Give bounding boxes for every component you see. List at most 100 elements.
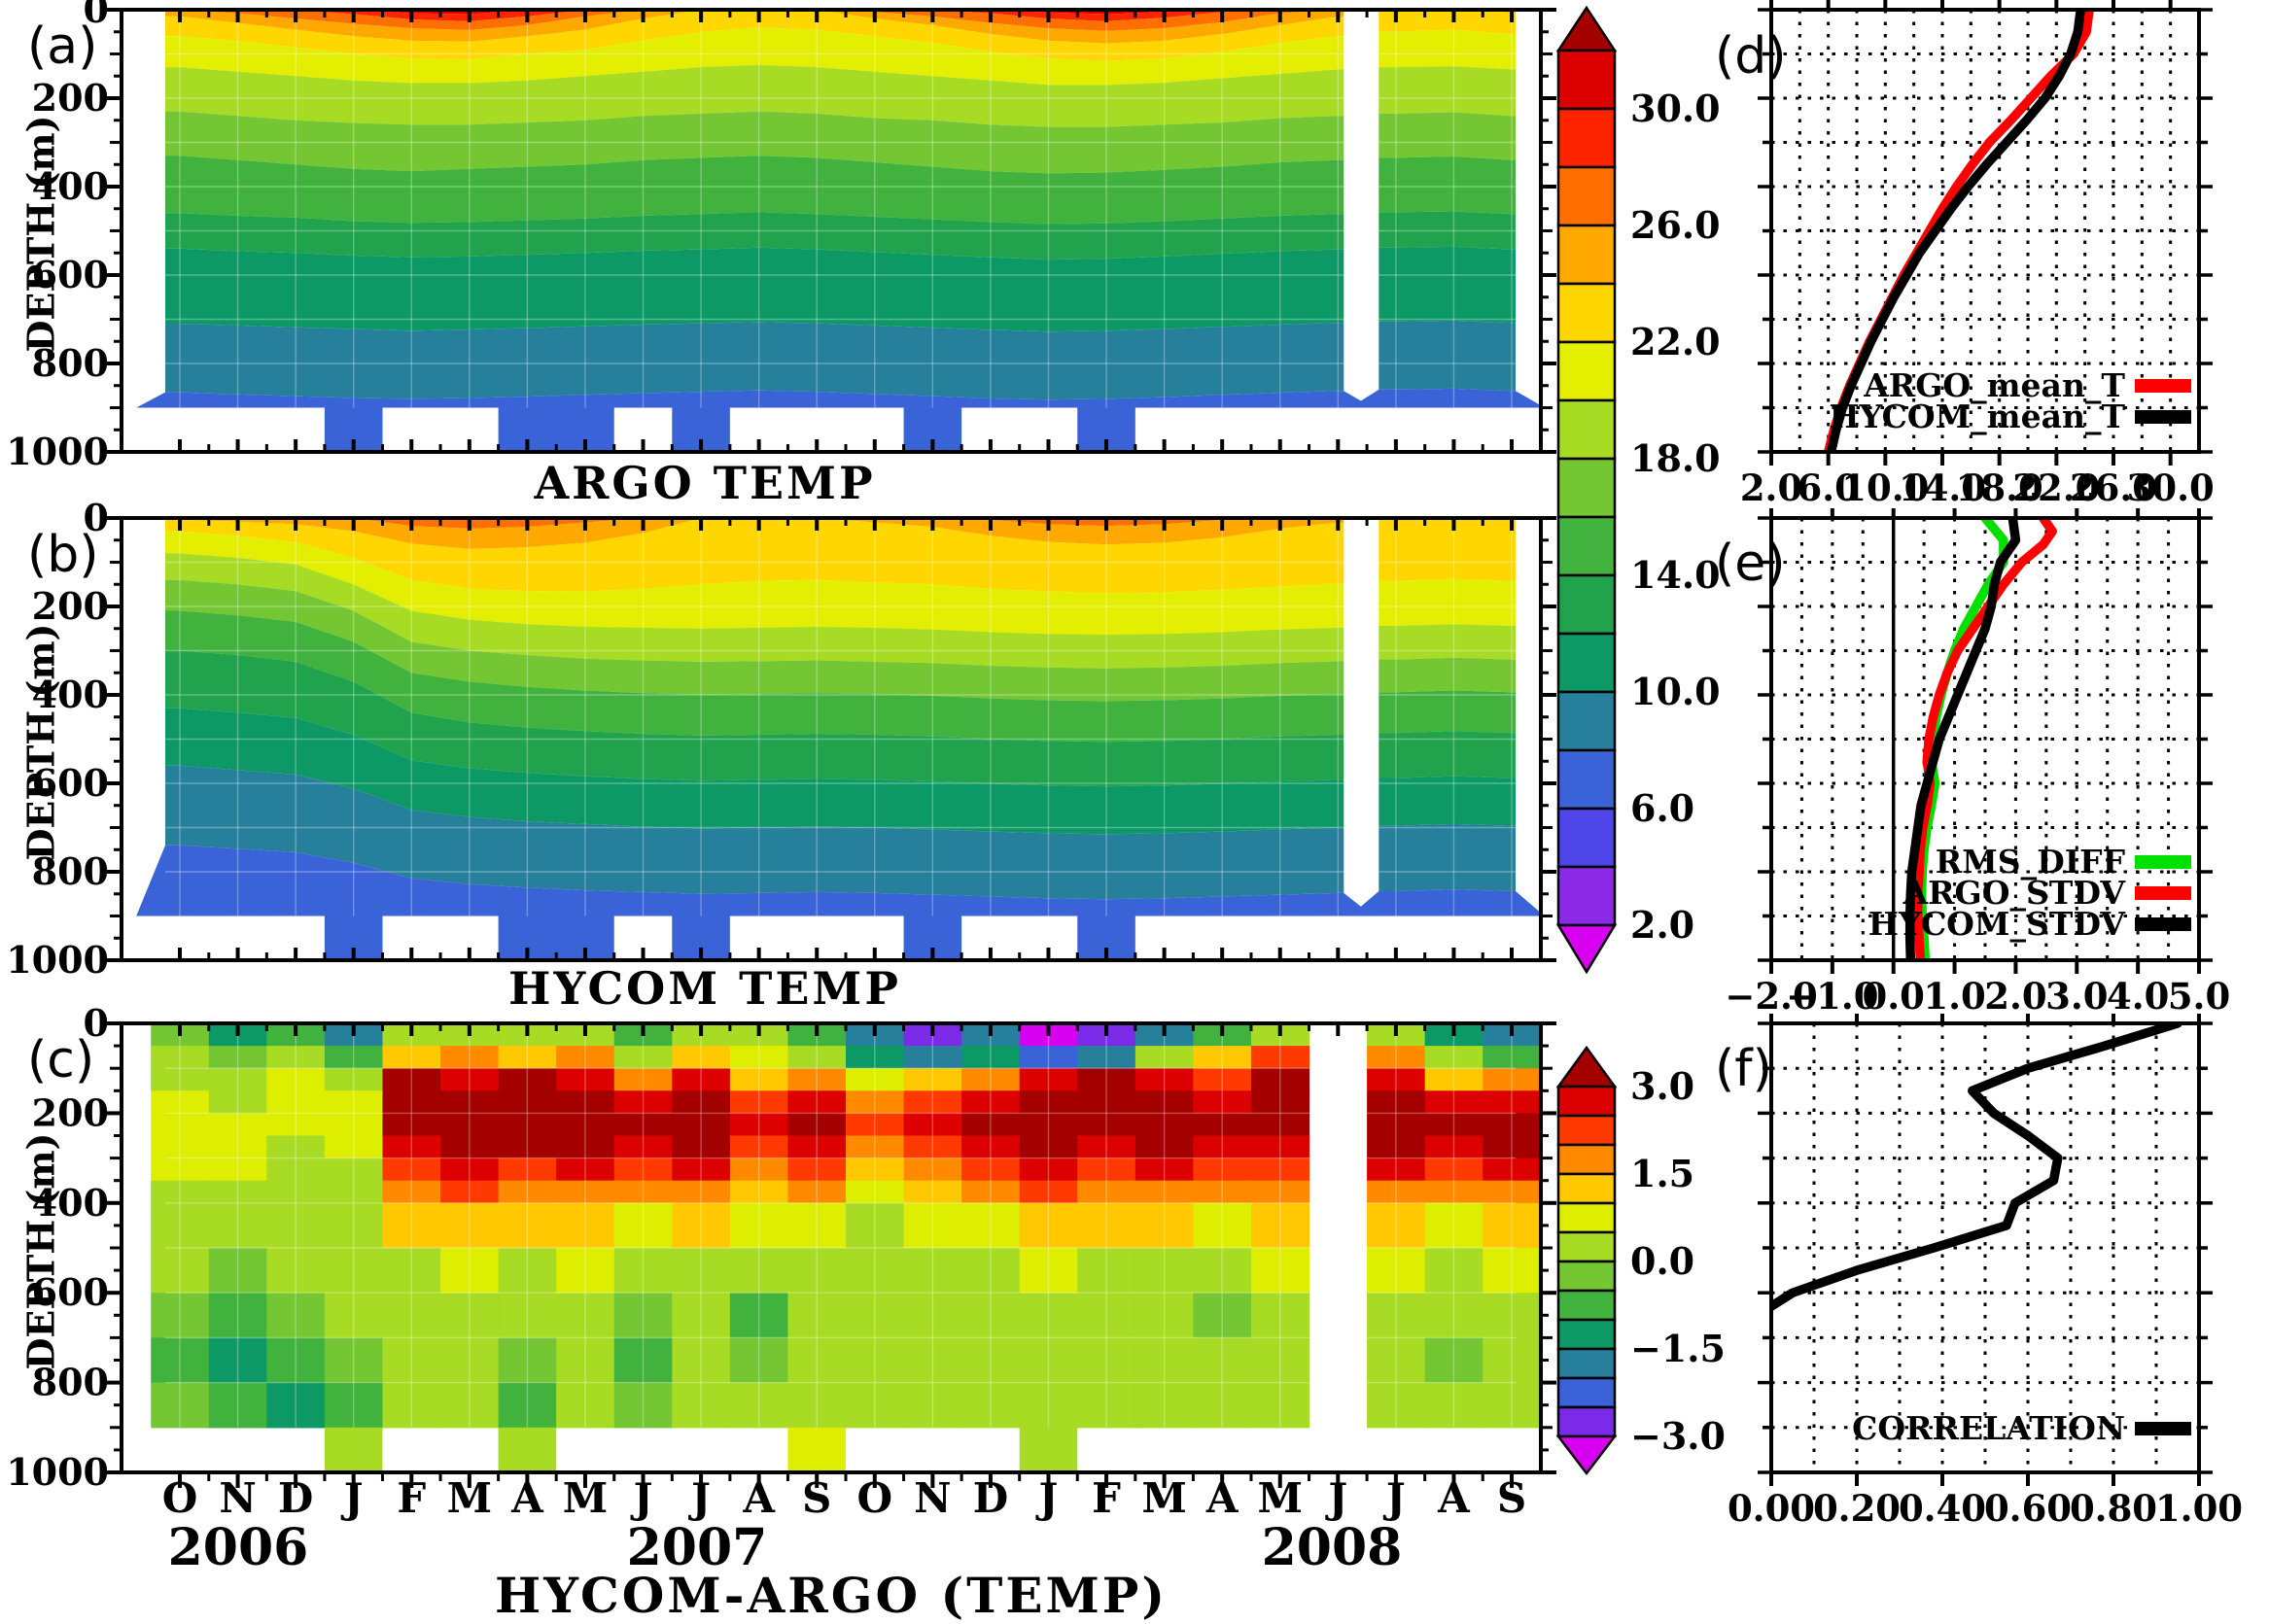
month-tick-label: M (1257, 1474, 1303, 1522)
depth-tick-label: 1000 (6, 938, 109, 982)
difference-colorbar: 3.0 1.5 0.0 −1.5 −3.0 (1555, 1045, 1726, 1476)
month-tick-label: A (510, 1474, 544, 1522)
depth-tick-label: 800 (32, 1361, 109, 1404)
month-tick-label: A (1205, 1474, 1239, 1522)
legend-label: RMS_DIFF (1936, 843, 2125, 881)
month-tick-label: F (1092, 1474, 1121, 1522)
colorbar-label: 2.0 (1630, 903, 1694, 947)
x-tick-label: 4.0 (2107, 975, 2169, 1018)
month-tick-label: S (1497, 1474, 1526, 1522)
x-tick-label: −2.0 (1725, 975, 1817, 1018)
figure-bottom-title: HYCOM-ARGO (TEMP) (494, 1567, 1169, 1624)
panel-b-axes: 0 200 400 600 800 1000 (6, 496, 1556, 982)
x-tick-label: 3.0 (2045, 975, 2108, 1018)
x-tick-label: 10.0 (1841, 466, 1929, 509)
series-HYCOM_mean_T (1826, 10, 2086, 452)
x-tick-label: 5.0 (2168, 975, 2230, 1018)
x-tick-label: 30.0 (2127, 466, 2215, 509)
panel-label-e: (e) (1715, 535, 1786, 593)
depth-tick-label: 400 (32, 673, 109, 716)
colorbar-label: 0.0 (1630, 1239, 1694, 1283)
panel-d-plot: 2.06.010.014.018.022.026.030.0 ARGO_mean_… (1740, 0, 2215, 509)
x-tick-label: 18.0 (1956, 466, 2043, 509)
depth-tick-label: 800 (32, 849, 109, 893)
panel-c-axes: 0 200 400 600 800 1000 (6, 1001, 1556, 1494)
colorbar-label: 14.0 (1630, 553, 1721, 597)
x-tick-label: 26.0 (2070, 466, 2157, 509)
month-tick-label: N (219, 1474, 256, 1522)
month-tick-label: M (1141, 1474, 1187, 1522)
legend-label: ARGO_mean_T (1863, 366, 2125, 404)
month-tick-label: J (1035, 1474, 1059, 1522)
colorbar-label: −3.0 (1630, 1414, 1726, 1458)
y-axis-title-b: DEPTH (m) (18, 623, 63, 861)
x-tick-label: 2.0 (1740, 466, 1802, 509)
year-label-2007: 2007 (626, 1518, 768, 1577)
colorbar-label: 30.0 (1630, 86, 1721, 130)
month-tick-label: J (340, 1474, 364, 1522)
depth-tick-label: 0 (84, 496, 109, 539)
x-tick-label: −1.0 (1786, 975, 1878, 1018)
colorbar-label: 10.0 (1630, 670, 1721, 713)
series-ARGO_STDV (1913, 518, 2057, 960)
month-tick-label: J (630, 1474, 653, 1522)
legend-label: CORRELATION (1852, 1409, 2125, 1447)
x-tick-label: 0.60 (1984, 1487, 2072, 1530)
x-tick-label: 0.40 (1899, 1487, 1986, 1530)
x-tick-label: 1.00 (2155, 1487, 2243, 1530)
x-tick-label: 14.0 (1899, 466, 1986, 509)
panel-label-b: (b) (27, 526, 99, 584)
y-axis-title-c: DEPTH (m) (18, 1132, 63, 1370)
panel-a-contour-plot (136, 10, 1541, 452)
depth-tick-label: 1000 (6, 1450, 109, 1494)
colorbar-label: 22.0 (1630, 320, 1721, 363)
depth-tick-label: 200 (32, 584, 109, 628)
panel-a-title: ARGO TEMP (534, 457, 876, 509)
depth-tick-label: 0 (84, 1001, 109, 1045)
month-tick-label: A (742, 1474, 776, 1522)
panel-a-axes: 0 200 400 600 800 1000 (6, 0, 1556, 473)
colorbar-label: −1.5 (1630, 1327, 1726, 1370)
depth-tick-label: 1000 (6, 430, 109, 473)
month-tick-label: S (802, 1474, 831, 1522)
month-tick-label: J (1324, 1474, 1347, 1522)
month-tick-label: O (162, 1474, 198, 1522)
series-CORRELATION (1771, 1023, 2182, 1311)
depth-tick-label: 600 (32, 761, 109, 805)
series-HYCOM_STDV (1904, 518, 2021, 960)
year-label-2006: 2006 (167, 1518, 309, 1577)
month-tick-label: A (1437, 1474, 1471, 1522)
panel-e-plot: −2.0−1.00.01.02.03.04.05.0 RMS_DIFFARGO_S… (1725, 508, 2230, 1018)
month-tick-label: J (1382, 1474, 1406, 1522)
y-axis-title-a: DEPTH (m) (18, 115, 63, 353)
month-tick-label: M (447, 1474, 493, 1522)
colorbar-label: 3.0 (1630, 1064, 1694, 1108)
x-tick-label: 0.20 (1813, 1487, 1901, 1530)
depth-tick-label: 800 (32, 341, 109, 385)
month-tick-label: O (856, 1474, 892, 1522)
depth-tick-label: 600 (32, 253, 109, 296)
temperature-colorbar: 30.0 26.0 22.0 18.0 14.0 10.0 6.0 2.0 (1555, 5, 1721, 975)
legend-label: ARGO_STDV (1902, 874, 2127, 912)
depth-tick-label: 400 (32, 1181, 109, 1225)
depth-tick-label: 600 (32, 1270, 109, 1314)
depth-tick-label: 200 (32, 76, 109, 120)
colorbar-label: 1.5 (1630, 1152, 1694, 1195)
legend-label: HYCOM_mean_T (1829, 397, 2125, 435)
panel-f-plot: 0.000.200.400.600.801.00 CORRELATION (1728, 1014, 2243, 1530)
legend-label: HYCOM_STDV (1868, 905, 2127, 943)
x-tick-label: 6.0 (1797, 466, 1859, 509)
month-tick-label: F (397, 1474, 426, 1522)
month-tick-label: M (563, 1474, 609, 1522)
year-label-2008: 2008 (1261, 1518, 1403, 1577)
x-tick-label: 1.0 (1923, 975, 1985, 1018)
x-tick-label: 22.0 (2012, 466, 2100, 509)
month-tick-label: J (687, 1474, 711, 1522)
depth-tick-label: 400 (32, 164, 109, 208)
panel-label-c: (c) (27, 1031, 95, 1089)
panel-label-f: (f) (1715, 1040, 1772, 1098)
month-tick-label: D (973, 1474, 1008, 1522)
colorbar-label: 6.0 (1630, 786, 1694, 830)
panel-b-contour-plot (136, 518, 1541, 960)
